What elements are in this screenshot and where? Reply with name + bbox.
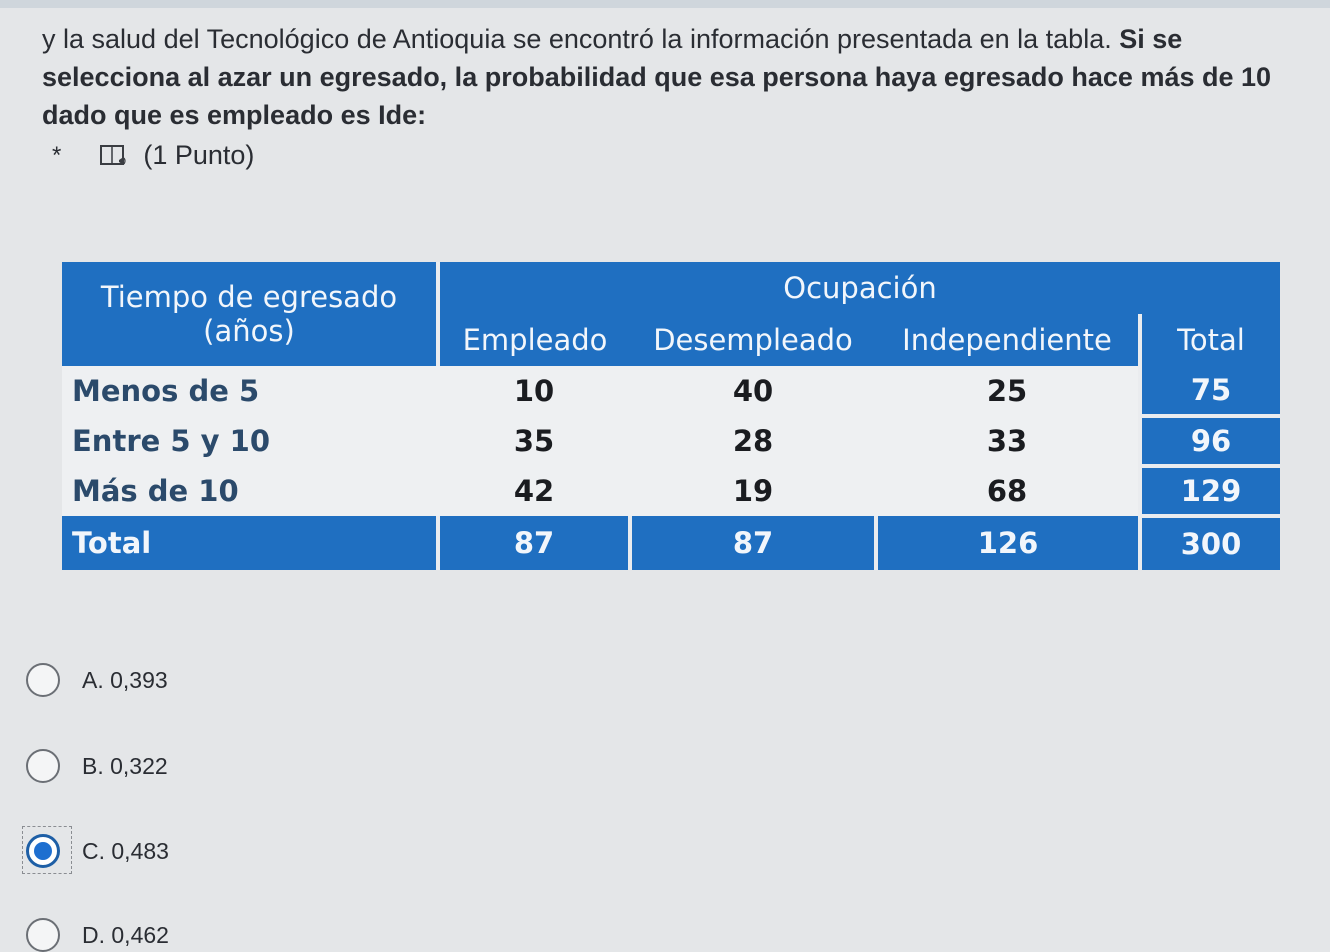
- table-row: Entre 5 y 10 35 28 33 96: [62, 416, 1281, 468]
- column-header: Independiente: [876, 314, 1140, 366]
- table-cell: 10: [438, 366, 630, 416]
- option-label: A. 0,393: [82, 666, 168, 693]
- option-label: C. 0,483: [82, 837, 169, 864]
- option-label: B. 0,322: [82, 752, 168, 779]
- total-cell: 126: [874, 516, 1140, 570]
- column-header: Total: [1137, 314, 1281, 366]
- radio-button[interactable]: [26, 918, 60, 952]
- table-cell: 19: [630, 466, 876, 516]
- radio-button[interactable]: [26, 663, 60, 697]
- option-a[interactable]: A. 0,393: [26, 663, 168, 697]
- total-row: Total 87 87 126 300: [62, 516, 1281, 570]
- table-cell: 68: [876, 466, 1140, 516]
- row-total: 96: [1137, 416, 1281, 468]
- grand-total-cell: 300: [1137, 516, 1281, 570]
- table-cell: 33: [876, 416, 1140, 466]
- question-line-2: se selecciona al azar un egresado, la pr…: [42, 24, 1183, 92]
- total-cell: 87: [628, 516, 876, 570]
- immersive-reader-icon[interactable]: [99, 144, 129, 168]
- row-total: 75: [1137, 366, 1281, 418]
- table-cell: 42: [438, 466, 630, 516]
- column-header: Desempleado: [630, 314, 876, 366]
- points-label: (1 Punto): [143, 140, 255, 170]
- focus-outline: [22, 826, 72, 874]
- option-d[interactable]: D. 0,462: [26, 918, 169, 952]
- table-cell: 28: [630, 416, 876, 466]
- option-c[interactable]: C. 0,483: [26, 834, 169, 868]
- question-line-1: y la salud del Tecnológico de Antioquia …: [42, 24, 1120, 54]
- required-marker: *: [52, 141, 62, 169]
- option-label: D. 0,462: [82, 921, 169, 948]
- question-line-3: más de 10 dado que es empleado es Ide:: [42, 62, 1272, 130]
- radio-button-selected[interactable]: [26, 834, 60, 868]
- question-text: y la salud del Tecnológico de Antioquia …: [42, 20, 1302, 134]
- row-header: Tiempo de egresado (años): [62, 262, 438, 366]
- group-header: Ocupación: [435, 262, 1281, 314]
- table-cell: 40: [630, 366, 876, 416]
- data-table: Tiempo de egresado (años) Ocupación Empl…: [62, 262, 1281, 570]
- radio-button[interactable]: [26, 749, 60, 783]
- column-header: Empleado: [436, 314, 630, 366]
- table-cell: 35: [438, 416, 630, 466]
- top-strip: [0, 0, 1330, 8]
- row-label: Más de 10: [62, 466, 438, 516]
- total-label: Total: [62, 516, 438, 570]
- question-line-1-bold: Si: [1119, 24, 1145, 54]
- table-row: Más de 10 42 19 68 129: [62, 466, 1281, 518]
- row-total: 129: [1137, 466, 1281, 518]
- row-label: Menos de 5: [62, 366, 438, 416]
- table-cell: 25: [876, 366, 1140, 416]
- table-row: Menos de 5 10 40 25 75: [62, 366, 1281, 418]
- row-label: Entre 5 y 10: [62, 416, 438, 466]
- option-b[interactable]: B. 0,322: [26, 749, 168, 783]
- total-cell: 87: [436, 516, 630, 570]
- question-meta: * (1 Punto): [52, 140, 254, 171]
